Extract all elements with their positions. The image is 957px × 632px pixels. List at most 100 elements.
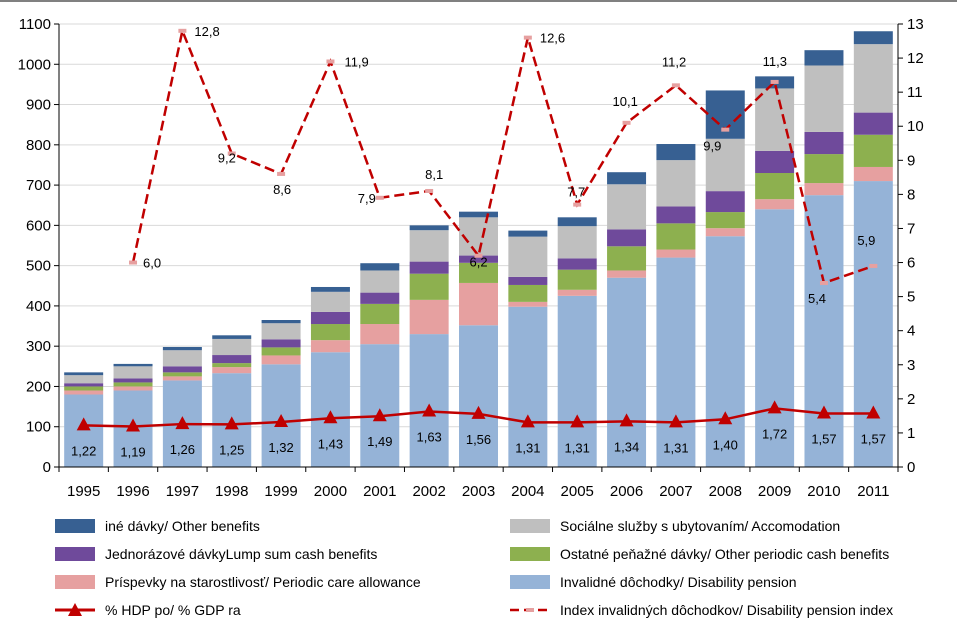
- legend-item-disability-pension: Invalidné dôchodky/ Disability pension: [510, 574, 797, 590]
- bar-segment: [459, 211, 498, 218]
- x-tick-label: 1999: [264, 483, 297, 500]
- bar-segment: [557, 258, 597, 270]
- bar-segment: [212, 367, 252, 374]
- bar-segment: [261, 320, 301, 324]
- y-right-tick-label: 4: [907, 323, 915, 340]
- bar-segment: [508, 236, 548, 277]
- bar-segment: [705, 236, 745, 467]
- gdp-share-data-label: 1,40: [713, 437, 738, 452]
- legend-item-other-periodic: Ostatné peňažné dávky/ Other periodic ca…: [510, 546, 889, 562]
- legend-item-care-allowance: Príspevky na starostlivosť/ Periodic car…: [55, 574, 421, 590]
- bar-segment: [310, 324, 350, 341]
- bar-segment: [705, 191, 745, 213]
- gdp-share-marker: [126, 418, 141, 432]
- bar-segment: [409, 230, 449, 262]
- pension-index-marker: [227, 151, 236, 156]
- pension-index-data-label: 5,4: [808, 291, 826, 306]
- y-left-tick-label: 0: [43, 459, 51, 476]
- y-right-tick-label: 10: [907, 118, 924, 135]
- x-tick-label: 2008: [709, 483, 742, 500]
- line-pension-index: [131, 26, 874, 285]
- y-left-tick-label: 500: [26, 258, 51, 275]
- bar-segment: [853, 44, 893, 113]
- pension-index-marker: [178, 28, 187, 33]
- x-tick-label: 1998: [215, 483, 248, 500]
- bar-segment: [360, 324, 400, 345]
- legend-swatch-disability-pension: [510, 575, 550, 589]
- gdp-share-data-label: 1,43: [318, 436, 343, 451]
- y-right-tick-label: 2: [907, 391, 915, 408]
- y-left-tick-label: 1000: [18, 56, 51, 73]
- bar-segment: [261, 355, 301, 365]
- bar-segment: [508, 301, 548, 307]
- y-left-tick-label: 800: [26, 137, 51, 154]
- pension-index-data-label: 9,2: [218, 150, 236, 165]
- pension-index-data-label: 12,6: [540, 31, 565, 46]
- legend-label-pension-index: Index invalidných dôchodkov/ Disability …: [560, 602, 894, 618]
- gdp-share-data-label: 1,34: [614, 439, 639, 454]
- bar-segment: [459, 262, 498, 283]
- x-tick-label: 2002: [412, 483, 445, 500]
- bar-segment: [656, 257, 696, 467]
- bar-segment: [64, 394, 104, 467]
- bar-segment: [705, 212, 745, 229]
- y-left-tick-label: 700: [26, 177, 51, 194]
- pension-index-data-label: 5,9: [857, 233, 875, 248]
- bar-segment: [64, 383, 104, 387]
- x-tick-label: 2004: [511, 483, 544, 500]
- bar-segment: [64, 386, 104, 391]
- bar-segment: [804, 154, 844, 184]
- pension-index-data-label: 9,9: [703, 139, 721, 154]
- bars: [64, 31, 893, 467]
- pension-index-data-label: 10,1: [613, 94, 638, 109]
- bar-segment: [459, 217, 498, 256]
- bar-segment: [64, 372, 104, 376]
- y-right-tick-label: 1: [907, 425, 915, 442]
- gdp-share-marker: [619, 413, 634, 427]
- lines: [76, 26, 881, 432]
- x-tick-label: 1996: [116, 483, 149, 500]
- pension-index-marker: [326, 59, 335, 64]
- y-right-tick-label: 9: [907, 152, 915, 169]
- bar-segment: [162, 350, 202, 367]
- bar-segment: [162, 372, 202, 377]
- bar-segment: [853, 166, 893, 182]
- bar-segment: [656, 206, 696, 224]
- legend-label-lump-sum: Jednorázové dávkyLump sum cash benefits: [105, 546, 378, 562]
- bar-segment: [705, 138, 745, 192]
- x-tick-label: 2007: [659, 483, 692, 500]
- x-tick-label: 1995: [67, 483, 100, 500]
- legend-item-gdp-share: % HDP po/ % GDP ra: [55, 602, 241, 618]
- pension-index-data-label: 7,9: [358, 191, 376, 206]
- bar-segment: [557, 269, 597, 290]
- bar-segment: [853, 134, 893, 167]
- gdp-share-marker: [570, 414, 585, 428]
- pension-index-data-label: 7,7: [567, 185, 585, 200]
- legend: iné dávky/ Other benefits Sociálne služb…: [0, 510, 957, 628]
- y-right-tick-label: 0: [907, 459, 915, 476]
- bar-segment: [557, 295, 597, 467]
- legend-item-lump-sum: Jednorázové dávkyLump sum cash benefits: [55, 546, 377, 562]
- y-left-tick-label: 600: [26, 217, 51, 234]
- pension-index-marker: [375, 195, 384, 200]
- gdp-share-data-label: 1,31: [515, 440, 540, 455]
- bar-segment: [853, 31, 893, 45]
- gdp-share-data-label: 1,32: [268, 440, 293, 455]
- pension-index-marker: [622, 120, 631, 125]
- gdp-share-data-label: 1,31: [565, 440, 590, 455]
- y-left-tick-label: 100: [26, 419, 51, 436]
- bar-segment: [755, 209, 795, 467]
- bar-segment: [853, 112, 893, 135]
- gdp-share-marker: [372, 408, 387, 422]
- pension-index-marker: [671, 83, 680, 88]
- pension-index-marker: [523, 35, 532, 40]
- x-tick-label: 2010: [807, 483, 840, 500]
- y-right-tick-label: 11: [907, 84, 923, 101]
- bar-segment: [113, 363, 153, 367]
- gdp-share-marker: [520, 414, 535, 428]
- x-tick-label: 2005: [561, 483, 594, 500]
- y-left-tick-label: 300: [26, 338, 51, 355]
- bar-segment: [459, 255, 498, 263]
- bar-segment: [804, 183, 844, 196]
- pension-index-marker: [474, 253, 483, 258]
